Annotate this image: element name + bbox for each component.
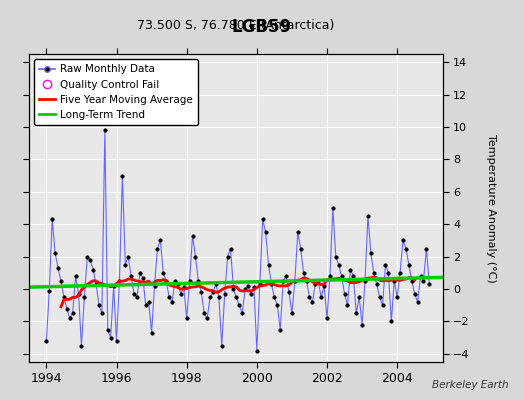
Title: 73.500 S, 76.780 E (Antarctica): 73.500 S, 76.780 E (Antarctica) — [137, 19, 334, 32]
Text: Berkeley Earth: Berkeley Earth — [432, 380, 508, 390]
Text: LGB59: LGB59 — [232, 18, 292, 36]
Y-axis label: Temperature Anomaly (°C): Temperature Anomaly (°C) — [486, 134, 496, 282]
Legend: Raw Monthly Data, Quality Control Fail, Five Year Moving Average, Long-Term Tren: Raw Monthly Data, Quality Control Fail, … — [34, 59, 198, 125]
